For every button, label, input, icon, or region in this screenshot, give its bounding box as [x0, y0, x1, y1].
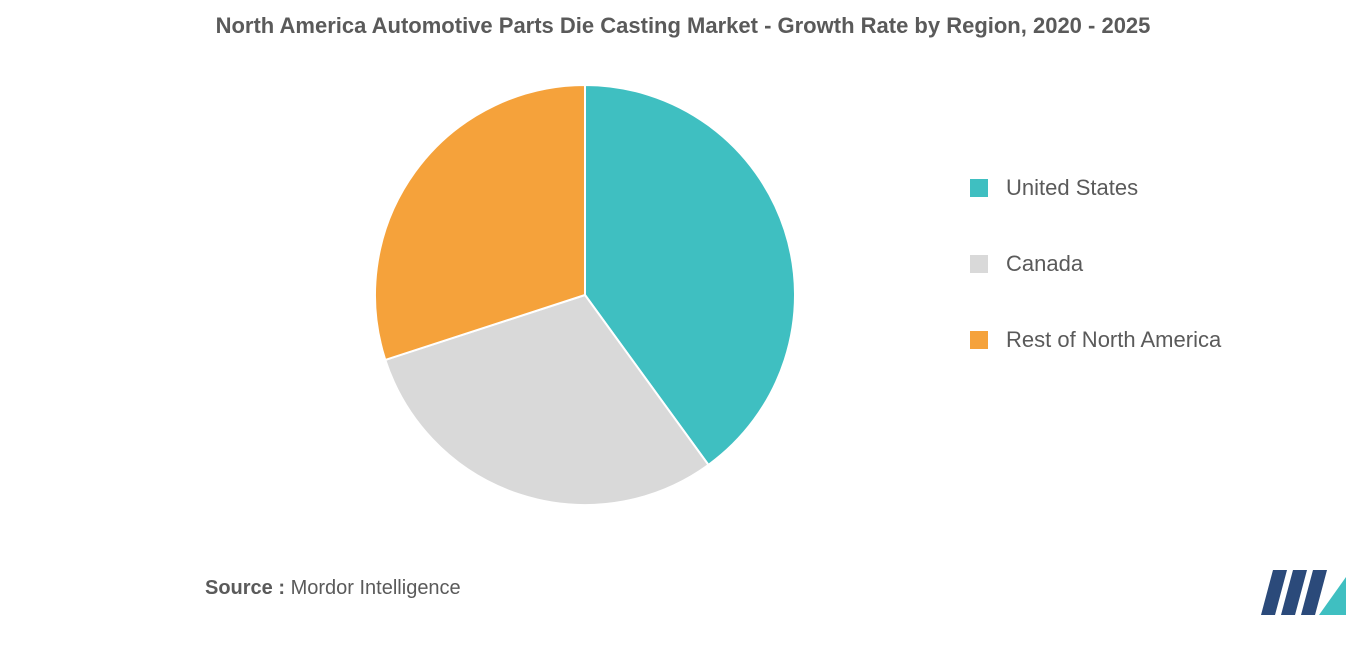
legend-item: United States [970, 175, 1221, 201]
legend-swatch [970, 331, 988, 349]
pie-chart [370, 80, 800, 510]
chart-container: North America Automotive Parts Die Casti… [0, 0, 1366, 655]
legend-item: Rest of North America [970, 327, 1221, 353]
legend-swatch [970, 179, 988, 197]
legend-item: Canada [970, 251, 1221, 277]
chart-title: North America Automotive Parts Die Casti… [0, 13, 1366, 39]
legend-label: Canada [1006, 251, 1083, 277]
source-label: Source : [205, 577, 285, 599]
legend-label: United States [1006, 175, 1138, 201]
source-value: Mordor Intelligence [291, 577, 461, 599]
source-attribution: Source : Mordor Intelligence [205, 577, 461, 600]
legend: United States Canada Rest of North America [970, 175, 1221, 403]
legend-label: Rest of North America [1006, 327, 1221, 353]
legend-swatch [970, 255, 988, 273]
brand-logo [1261, 565, 1346, 620]
